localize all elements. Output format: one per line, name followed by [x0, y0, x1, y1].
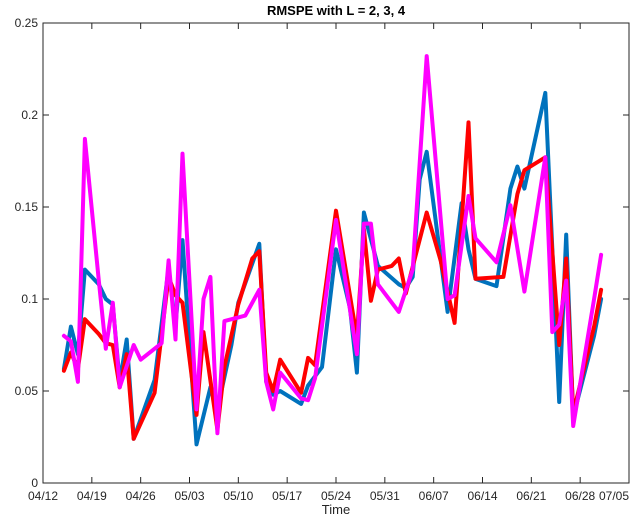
- y-tick-label: 0.15: [15, 200, 39, 214]
- series-line-3: [61, 54, 604, 436]
- x-tick-label: 06/28: [565, 489, 595, 503]
- series-line-2: [61, 120, 604, 441]
- x-tick-label: 04/12: [28, 489, 58, 503]
- x-tick-label: 06/21: [516, 489, 546, 503]
- series-layer: [61, 54, 604, 447]
- x-tick-label: 05/10: [223, 489, 253, 503]
- x-tick-label: 06/07: [419, 489, 449, 503]
- y-tick-label: 0.1: [21, 292, 38, 306]
- y-tick-label: 0.25: [15, 16, 39, 30]
- y-tick-label: 0.2: [21, 108, 38, 122]
- x-tick-label: 05/31: [370, 489, 400, 503]
- x-tick-label: 05/24: [321, 489, 351, 503]
- y-tick-label: 0: [31, 476, 38, 490]
- x-tick-label: 05/17: [272, 489, 302, 503]
- x-tick-label: 04/19: [77, 489, 107, 503]
- x-tick-label: 07/05: [599, 489, 629, 503]
- y-axis: 0 0.05 0.1 0.15 0.2 0.25: [15, 16, 629, 490]
- x-tick-label: 06/14: [467, 489, 497, 503]
- x-axis: 04/12 04/19 04/26 05/03 05/10 05/17 05/24 05/31…: [28, 23, 630, 503]
- x-tick-label: 04/26: [126, 489, 156, 503]
- x-axis-label: Time: [322, 502, 350, 517]
- y-tick-label: 0.05: [15, 384, 39, 398]
- x-tick-label: 05/03: [174, 489, 204, 503]
- chart-title: RMSPE with L = 2, 3, 4: [267, 3, 406, 18]
